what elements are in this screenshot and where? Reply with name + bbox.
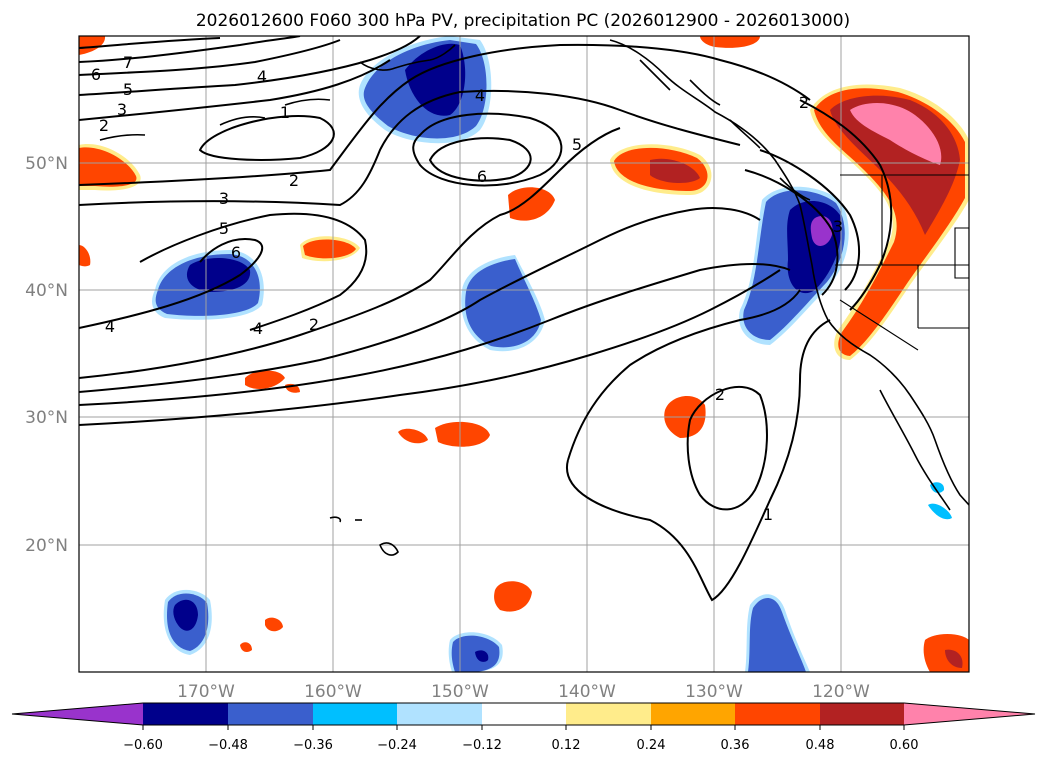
contour-label: 2 xyxy=(99,116,109,135)
lon-label: 170°W xyxy=(177,682,235,702)
colorbar-tick-label: −0.12 xyxy=(462,738,502,753)
lon-label: 130°W xyxy=(685,682,743,702)
contour-label: 3 xyxy=(117,100,127,119)
contour-label: 4 xyxy=(257,67,267,86)
negative-anomaly-regions xyxy=(152,36,952,672)
longitude-labels: 170°W 160°W 150°W 140°W 130°W 120°W xyxy=(177,682,870,702)
colorbar-tick-label: 0.12 xyxy=(552,738,581,753)
contour-label: 4 xyxy=(105,317,115,336)
lon-label: 120°W xyxy=(812,682,870,702)
contour-label: 2 xyxy=(799,93,809,112)
colorbar-segment xyxy=(735,703,820,725)
contour-label: 3 xyxy=(833,217,843,236)
contour-label: 6 xyxy=(231,243,241,262)
lon-label: 150°W xyxy=(431,682,489,702)
contour-label: 5 xyxy=(219,219,229,238)
contour-label: 4 xyxy=(253,319,263,338)
lon-label: 160°W xyxy=(304,682,362,702)
colorbar-segment xyxy=(820,703,904,725)
contour-label: 2 xyxy=(715,385,725,404)
map-frame xyxy=(78,35,970,673)
lat-label: 20°N xyxy=(25,536,68,556)
coastlines xyxy=(99,39,969,556)
precip-shading xyxy=(79,36,969,672)
colorbar-segment xyxy=(397,703,482,725)
contour-label: 6 xyxy=(477,167,487,186)
pv-contour-labels: 7 6 5 4 3 2 1 2 4 4 5 6 3 2 5 6 4 3 2 1 … xyxy=(91,53,843,524)
colorbar-tick-label: 0.24 xyxy=(637,738,666,753)
lat-label: 40°N xyxy=(25,281,68,301)
colorbar-segment xyxy=(12,703,143,725)
pv-contours xyxy=(79,36,893,602)
colorbar-tick-label: −0.24 xyxy=(377,738,417,753)
lon-label: 140°W xyxy=(558,682,616,702)
contour-label: 6 xyxy=(91,65,101,84)
colorbar-tick-label: 0.60 xyxy=(890,738,919,753)
contour-label: 3 xyxy=(219,189,229,208)
latitude-labels: 50°N 40°N 30°N 20°N xyxy=(25,154,68,556)
colorbar-segment xyxy=(228,703,313,725)
map-title: 2026012600 F060 300 hPa PV, precipitatio… xyxy=(196,11,850,31)
colorbar-segment xyxy=(651,703,735,725)
colorbar-segment xyxy=(313,703,397,725)
colorbar: −0.60 −0.48 −0.36 −0.24 −0.12 0.12 0.24 … xyxy=(11,702,1036,753)
colorbar-segment xyxy=(143,703,228,725)
contour-label: 1 xyxy=(763,505,773,524)
lat-label: 50°N xyxy=(25,154,68,174)
political-borders xyxy=(835,174,969,351)
colorbar-segment xyxy=(904,703,1035,725)
colorbar-tick-label: −0.60 xyxy=(123,738,163,753)
colorbar-tick-label: 0.48 xyxy=(806,738,835,753)
colorbar-segment xyxy=(482,703,566,725)
contour-label: 1 xyxy=(280,103,290,122)
contour-label: 7 xyxy=(123,53,133,72)
colorbar-tick-label: −0.48 xyxy=(208,738,248,753)
colorbar-segment xyxy=(566,703,651,725)
contour-label: 2 xyxy=(289,171,299,190)
colorbar-tick-label: 0.36 xyxy=(721,738,750,753)
contour-label: 4 xyxy=(475,86,485,105)
contour-label: 2 xyxy=(309,315,319,334)
contour-label: 5 xyxy=(572,135,582,154)
colorbar-tick-label: −0.36 xyxy=(293,738,333,753)
positive-anomaly-regions xyxy=(79,36,969,672)
contour-label: 5 xyxy=(123,80,133,99)
lat-label: 30°N xyxy=(25,408,68,428)
